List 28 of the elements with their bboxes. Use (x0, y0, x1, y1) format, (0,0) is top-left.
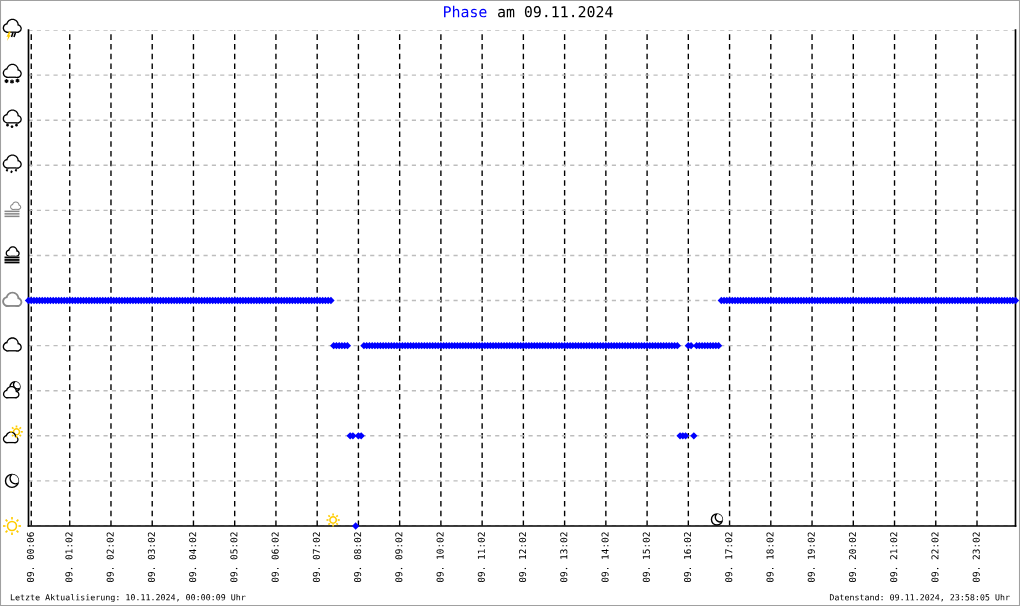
x-tick-label: 09. 10:02 (436, 532, 444, 583)
x-tick-label: 09. 21:02 (890, 532, 898, 583)
x-tick-label: 09. 05:02 (230, 532, 238, 583)
x-tick-label: 09. 08:02 (354, 532, 362, 583)
x-tick-label: 09. 09:02 (395, 532, 403, 583)
x-tick-label: 09. 16:02 (683, 532, 692, 583)
x-tick-label: 09. 15:02 (642, 532, 650, 583)
x-tick-label: 09. 14:02 (601, 532, 609, 583)
x-tick-label: 09. 18:02 (766, 532, 774, 583)
x-tick-label: 09. 01:02 (65, 532, 73, 583)
x-tick-label: 09. 20:02 (848, 532, 857, 583)
x-tick-label: 09. 02:02 (106, 532, 114, 583)
x-tick-label: 09. 07:02 (312, 532, 320, 583)
x-tick-label: 09. 23:02 (972, 532, 980, 583)
x-tick-label: 09. 03:02 (147, 532, 155, 583)
text: Phase (444, 5, 487, 18)
x-tick-label: 09. 00:06 (26, 532, 35, 583)
text: Letzte Aktualisierung: 10.11.2024, 00:00:09 Uhr (10, 593, 246, 603)
x-tick-label: 09. 13:02 (560, 532, 568, 583)
x-tick-label: 09. 04:02 (189, 532, 197, 583)
x-tick-label: 09. 19:02 (807, 532, 815, 583)
x-tick-label: 09. 06:02 (271, 532, 279, 583)
x-tick-label: 09. 12:02 (519, 532, 527, 583)
x-tick-label: 09. 22:02 (931, 532, 939, 583)
x-tick-label: 09. 11:02 (477, 532, 485, 583)
x-tick-label: 09. 17:02 (725, 532, 733, 583)
chart-title: am 09.11.2024 (498, 6, 613, 18)
text: Datenstand: 09.11.2024, 23:58:05 Uhr (829, 593, 1010, 602)
